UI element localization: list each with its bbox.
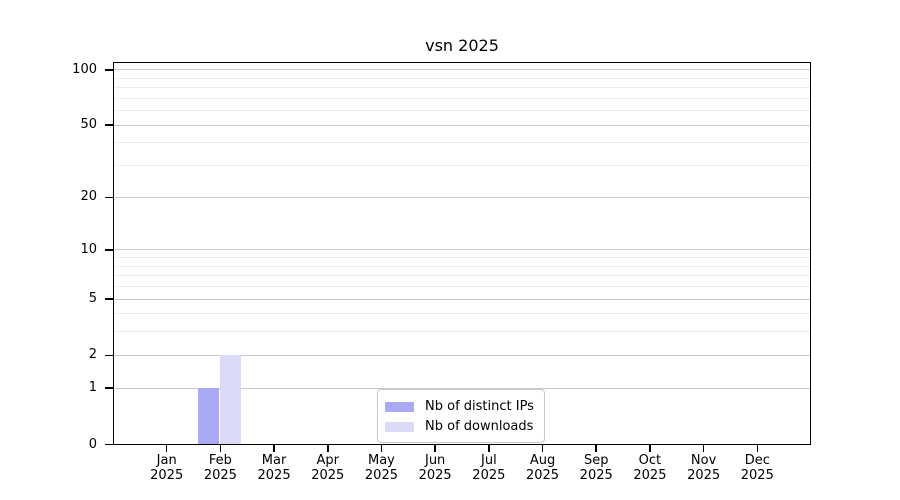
- y-tick-label: 1: [88, 380, 97, 396]
- x-tick-label: Feb 2025: [203, 453, 237, 483]
- gridline-major: [114, 196, 810, 198]
- x-tick-mark: [273, 445, 275, 452]
- gridline-major: [114, 387, 810, 389]
- y-tick-label: 100: [72, 61, 97, 77]
- chart-title: vsn 2025: [425, 36, 499, 55]
- gridline-major: [114, 249, 810, 251]
- gridline-minor: [114, 275, 810, 277]
- x-tick-label: Sep 2025: [579, 453, 613, 483]
- y-tick-mark: [105, 69, 113, 71]
- gridline-minor: [114, 257, 810, 259]
- x-tick-mark: [756, 445, 759, 452]
- x-tick-mark: [434, 445, 436, 452]
- legend: Nb of distinct IPs Nb of downloads: [377, 389, 545, 443]
- y-tick-mark: [105, 354, 113, 357]
- y-tick-mark: [105, 443, 113, 446]
- y-tick-label: 5: [88, 291, 97, 306]
- x-tick-label: Jul 2025: [472, 453, 506, 483]
- y-tick-mark: [105, 387, 113, 389]
- legend-item-downloads: Nb of downloads: [385, 417, 534, 436]
- gridline-minor: [114, 77, 810, 79]
- x-tick-label: Aug 2025: [525, 453, 560, 483]
- x-tick-label: Nov 2025: [687, 453, 721, 483]
- x-tick-mark: [488, 445, 490, 452]
- x-tick-label: May 2025: [364, 453, 398, 483]
- gridline-minor: [114, 165, 810, 167]
- y-tick-label: 50: [80, 117, 97, 133]
- x-tick-mark: [380, 445, 383, 452]
- y-tick-label: 0: [88, 436, 97, 452]
- gridline-minor: [114, 331, 810, 333]
- y-tick-mark: [105, 124, 113, 126]
- y-tick-mark: [105, 196, 113, 199]
- y-tick-label: 20: [80, 189, 97, 205]
- x-tick-mark: [327, 445, 329, 452]
- x-tick-mark: [595, 445, 597, 452]
- gridline-minor: [114, 313, 810, 315]
- bar-distinct-ips: [198, 387, 220, 444]
- x-tick-label: Jan 2025: [150, 453, 184, 483]
- gridline-minor: [114, 285, 810, 287]
- x-tick-mark: [165, 445, 168, 452]
- x-tick-label: Oct 2025: [633, 453, 667, 483]
- gridline-major: [114, 124, 810, 126]
- y-tick-label: 2: [88, 347, 97, 363]
- gridline-minor: [114, 97, 810, 99]
- x-tick-mark: [541, 445, 544, 452]
- gridline-major: [114, 298, 810, 300]
- x-tick-mark: [219, 445, 222, 452]
- legend-label-downloads: Nb of downloads: [425, 419, 534, 434]
- x-tick-label: Dec 2025: [740, 453, 774, 483]
- gridline-minor: [114, 142, 810, 144]
- y-tick-mark: [105, 249, 113, 251]
- x-tick-label: Jun 2025: [418, 453, 452, 483]
- y-tick-label: 10: [80, 241, 97, 257]
- plot-area: [113, 62, 811, 445]
- gridline-major: [114, 69, 810, 71]
- x-tick-mark: [649, 445, 651, 452]
- x-tick-label: Apr 2025: [311, 453, 345, 483]
- legend-label-distinct-ips: Nb of distinct IPs: [425, 399, 534, 414]
- legend-swatch-distinct-ips: [385, 401, 414, 412]
- gridline-minor: [114, 110, 810, 112]
- gridline-minor: [114, 87, 810, 89]
- legend-swatch-downloads: [385, 421, 414, 432]
- x-tick-label: Mar 2025: [257, 453, 291, 483]
- legend-item-distinct-ips: Nb of distinct IPs: [385, 397, 534, 416]
- y-tick-mark: [105, 298, 113, 300]
- x-tick-mark: [702, 445, 705, 452]
- bar-downloads: [220, 354, 242, 444]
- gridline-major: [114, 354, 810, 356]
- gridline-minor: [114, 265, 810, 267]
